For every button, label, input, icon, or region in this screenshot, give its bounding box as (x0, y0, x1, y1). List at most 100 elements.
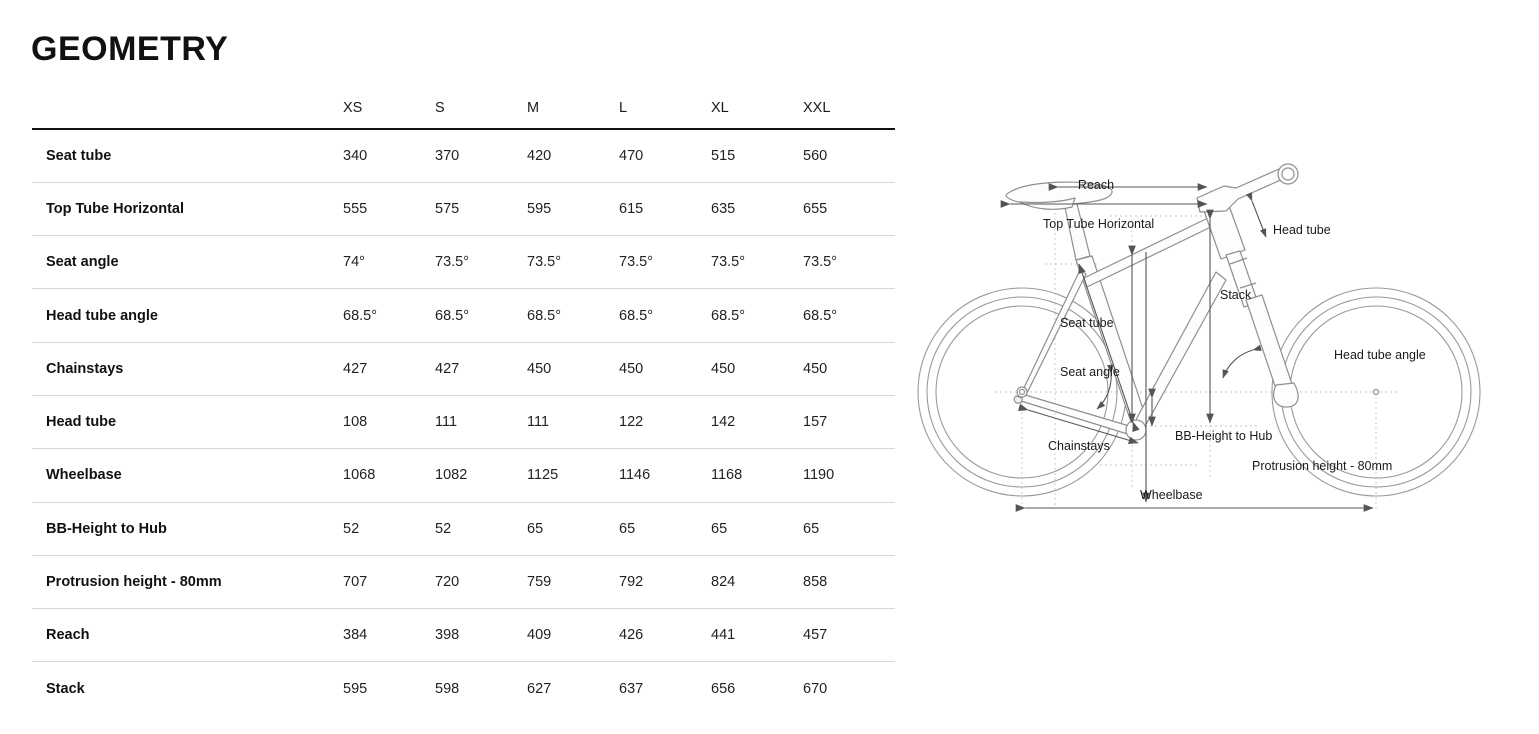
cell-xl: 441 (711, 627, 736, 644)
label-head-tube: Head tube (1273, 223, 1331, 237)
cell-l: 470 (619, 147, 644, 164)
cell-l: 122 (619, 414, 644, 431)
cell-xxl: 858 (803, 574, 828, 591)
cell-s: 370 (435, 147, 460, 164)
cell-s: 52 (435, 520, 452, 537)
cell-xs: 555 (343, 200, 368, 217)
cell-l: 426 (619, 627, 644, 644)
label-wheelbase: Wheelbase (1140, 488, 1203, 502)
cell-xl: 656 (711, 680, 736, 697)
cell-s: 1082 (435, 467, 468, 484)
cell-xl: 142 (711, 414, 736, 431)
label-seat-tube: Seat tube (1060, 316, 1114, 330)
row-label: Top Tube Horizontal (46, 200, 184, 217)
cell-xxl: 65 (803, 520, 820, 537)
row-label: Seat angle (46, 254, 119, 271)
row-label: BB-Height to Hub (46, 520, 167, 537)
column-header-xl: XL (711, 100, 729, 116)
cell-xl: 635 (711, 200, 736, 217)
cell-xs: 1068 (343, 467, 376, 484)
cell-xl: 515 (711, 147, 736, 164)
cell-m: 111 (527, 414, 550, 431)
cell-l: 68.5° (619, 307, 654, 324)
row-label: Head tube angle (46, 307, 158, 324)
cell-s: 598 (435, 680, 460, 697)
stem-handlebar (1196, 163, 1299, 213)
row-label: Seat tube (46, 147, 112, 164)
column-header-xxl: XXL (803, 100, 831, 116)
cell-xs: 68.5° (343, 307, 378, 324)
row-label: Wheelbase (46, 467, 122, 484)
cell-xxl: 68.5° (803, 307, 838, 324)
table-body: Seat tube 340 370 420 470 515 560 Top Tu… (32, 129, 895, 715)
column-header-l: L (619, 100, 628, 116)
cell-m: 65 (527, 520, 544, 537)
cell-xxl: 450 (803, 360, 828, 377)
cell-s: 111 (435, 414, 458, 431)
cell-xxl: 73.5° (803, 254, 838, 271)
cell-xs: 108 (343, 414, 368, 431)
cell-m: 420 (527, 147, 552, 164)
row-label: Stack (46, 680, 85, 697)
table-row: Stack 595 598 627 637 656 670 (32, 661, 895, 715)
table-row: Seat tube 340 370 420 470 515 560 (32, 129, 895, 182)
cell-xl: 450 (711, 360, 736, 377)
cell-xl: 1168 (711, 467, 743, 484)
cell-xxl: 157 (803, 414, 828, 431)
cell-m: 450 (527, 360, 552, 377)
dimension-lines (1000, 183, 1374, 512)
cell-m: 627 (527, 680, 552, 697)
label-reach: Reach (1078, 178, 1114, 192)
cell-m: 759 (527, 574, 552, 591)
geometry-table: XS S M L XL XXL Seat tube 340 370 420 47… (32, 88, 895, 715)
cell-m: 595 (527, 200, 552, 217)
label-top-tube-horizontal: Top Tube Horizontal (1043, 217, 1154, 231)
cell-xs: 384 (343, 627, 368, 644)
cell-l: 65 (619, 520, 636, 537)
column-header-m: M (527, 100, 540, 116)
label-head-tube-angle: Head tube angle (1334, 348, 1426, 362)
label-chainstays: Chainstays (1048, 439, 1110, 453)
cell-xs: 427 (343, 360, 368, 377)
cell-xxl: 1190 (803, 467, 835, 484)
column-header-s: S (435, 100, 445, 116)
cell-xl: 68.5° (711, 307, 746, 324)
cell-xs: 595 (343, 680, 368, 697)
row-label: Chainstays (46, 360, 124, 377)
cell-xl: 65 (711, 520, 728, 537)
cell-xxl: 457 (803, 627, 828, 644)
geometry-table-container: XS S M L XL XXL Seat tube 340 370 420 47… (32, 88, 895, 715)
cell-s: 398 (435, 627, 460, 644)
chainstays-dimension-line (1017, 403, 1139, 445)
row-label: Protrusion height - 80mm (46, 574, 222, 591)
page-title: GEOMETRY (31, 30, 229, 68)
cell-l: 637 (619, 680, 644, 697)
cell-l: 1146 (619, 467, 651, 484)
cell-s: 68.5° (435, 307, 470, 324)
cell-xs: 340 (343, 147, 368, 164)
seat-tube-dimension-line (1078, 263, 1140, 433)
table-head: XS S M L XL XXL (32, 88, 895, 129)
cell-s: 73.5° (435, 254, 470, 271)
cell-s: 427 (435, 360, 460, 377)
cell-s: 575 (435, 200, 460, 217)
label-bb-height-to-hub: BB-Height to Hub (1175, 429, 1272, 443)
cell-m: 409 (527, 627, 552, 644)
cell-l: 615 (619, 200, 644, 217)
cell-xl: 73.5° (711, 254, 746, 271)
label-seat-angle: Seat angle (1060, 365, 1120, 379)
seat-angle-arc (1096, 364, 1114, 410)
table-row: Reach 384 398 409 426 441 457 (32, 608, 895, 662)
table-row: Wheelbase 1068 1082 1125 1146 1168 1190 (32, 448, 895, 502)
cell-xxl: 560 (803, 147, 828, 164)
table-row: Chainstays 427 427 450 450 450 450 (32, 342, 895, 395)
head-tube-dimension-line (1245, 192, 1267, 238)
cell-m: 73.5° (527, 254, 562, 271)
column-header-xs: XS (343, 100, 363, 116)
table-row: BB-Height to Hub 52 52 65 65 65 65 (32, 502, 895, 555)
row-label: Reach (46, 627, 90, 644)
table-row: Top Tube Horizontal 555 575 595 615 635 … (32, 182, 895, 235)
row-label: Head tube (46, 414, 117, 431)
fork (1225, 250, 1380, 408)
table-header-row: XS S M L XL XXL (32, 88, 895, 129)
